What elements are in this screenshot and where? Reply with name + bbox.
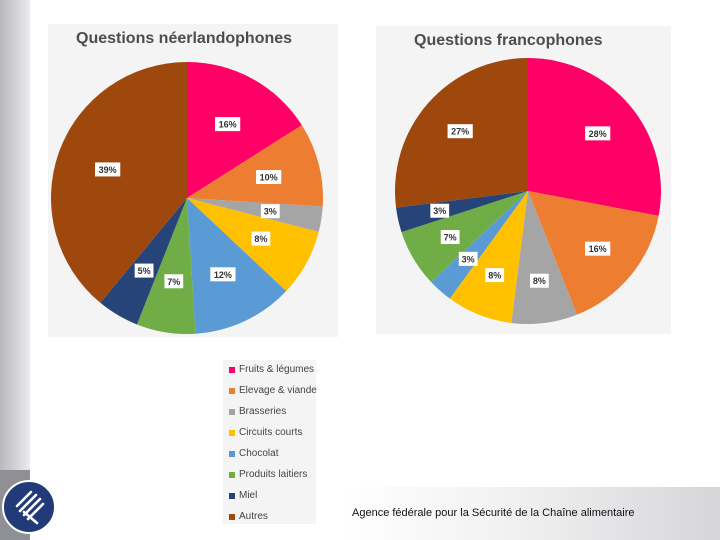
pie-slice (136, 198, 196, 334)
legend-item: Miel (229, 490, 257, 504)
legend-swatch (229, 471, 235, 478)
pie-chart-french: 28% 16% 8% 8% 3% 7% 3% 27% (395, 58, 661, 324)
data-label-box (210, 267, 236, 282)
chart-legend: Fruits & légumes Elevage & viande Brasseri… (223, 360, 317, 525)
data-label-box (585, 241, 611, 256)
data-label-box (485, 268, 505, 283)
slice-data-label: 3% (260, 204, 280, 219)
legend-swatch (229, 450, 235, 457)
pie-slice (396, 191, 528, 233)
data-label-text: 7% (167, 277, 180, 287)
chart-title: Questions francophones (414, 32, 603, 49)
legend-swatch (229, 513, 235, 520)
data-label-text: 3% (264, 207, 277, 217)
chart-title: Questions néerlandophones (76, 30, 293, 47)
pie-chart-dutch: 16% 10% 3% 8% 12% 7% 5% 39% (50, 62, 323, 334)
slice-data-label: 5% (134, 263, 154, 278)
slice-data-label: 28% (585, 126, 611, 141)
slice-data-label: 7% (164, 274, 184, 289)
legend-item: Fruits & légumes (229, 364, 314, 378)
data-label-text: 8% (533, 276, 546, 286)
agency-logo (2, 480, 56, 534)
data-label-text: 10% (260, 173, 278, 183)
data-label-text: 28% (589, 129, 607, 139)
left-decorative-strip (0, 0, 30, 540)
data-label-text: 8% (254, 234, 267, 244)
data-label-box (585, 126, 611, 141)
pie-slice (431, 191, 528, 299)
legend-swatch (229, 366, 235, 373)
pie-slice (401, 191, 528, 283)
data-label-text: 3% (462, 254, 475, 264)
chart-panel-french: Questions francophones 28% 16% 8% 8% 3% 7% 3% 2… (376, 26, 671, 334)
legend-swatch (229, 492, 235, 499)
slice-data-label: 8% (529, 273, 549, 288)
data-label-box (447, 124, 473, 139)
chart-panel-dutch: Questions néerlandophones 16% 10% 3% 8% 12% 7… (48, 24, 338, 337)
legend-label: Brasseries (239, 406, 287, 417)
data-label-box (256, 170, 282, 185)
legend-swatch (229, 387, 235, 394)
slice-data-label: 3% (430, 203, 450, 218)
data-label-box (134, 263, 154, 278)
slice-data-label: 12% (210, 267, 236, 282)
fork-emblem-icon (15, 490, 45, 525)
pie-slice (187, 62, 302, 198)
data-label-text: 8% (488, 271, 501, 281)
data-label-box (440, 230, 460, 245)
legend-label: Chocolat (239, 448, 279, 459)
footer-bar (340, 487, 720, 540)
legend-label: Elevage & viande (239, 385, 317, 396)
legend-label: Fruits & légumes (239, 364, 315, 375)
data-label-box (164, 274, 184, 289)
footer-agency-name: Agence fédérale pour la Sécurité de la C… (352, 507, 635, 519)
data-label-box (260, 204, 280, 219)
legend-item: Chocolat (229, 448, 278, 462)
data-label-box (215, 117, 241, 132)
pie-slice (187, 125, 323, 207)
pie-slice (187, 198, 287, 334)
legend-swatch (229, 408, 235, 415)
pie-slice (449, 191, 528, 323)
slice-data-label: 27% (447, 124, 473, 139)
pie-slice (187, 198, 323, 232)
data-label-box (458, 251, 478, 266)
data-label-box (529, 273, 549, 288)
data-label-box (430, 203, 450, 218)
legend-label: Autres (239, 511, 268, 522)
slice-data-label: 39% (95, 162, 121, 177)
data-label-box (251, 231, 271, 246)
data-label-text: 7% (444, 233, 457, 243)
pie-slice (100, 198, 187, 325)
legend-item: Circuits courts (229, 427, 302, 441)
legend-label: Produits laitiers (239, 469, 308, 480)
legend-label: Circuits courts (239, 427, 303, 438)
data-label-text: 5% (138, 266, 151, 276)
slice-data-label: 10% (256, 170, 282, 185)
legend-label: Miel (239, 490, 258, 501)
data-label-text: 27% (451, 127, 469, 137)
data-label-text: 16% (219, 120, 237, 130)
pie-slice (511, 191, 577, 324)
slice-data-label: 7% (440, 230, 460, 245)
data-label-text: 39% (99, 165, 117, 175)
data-label-text: 16% (589, 244, 607, 254)
slice-data-label: 16% (585, 241, 611, 256)
legend-item: Autres (229, 511, 268, 525)
slice-data-label: 3% (458, 251, 478, 266)
legend-swatch (229, 429, 235, 436)
legend-item: Produits laitiers (229, 469, 307, 483)
pie-slice (50, 62, 187, 303)
data-label-box (95, 162, 121, 177)
slice-data-label: 8% (485, 268, 505, 283)
data-label-text: 3% (433, 206, 446, 216)
slice-data-label: 16% (215, 117, 241, 132)
legend-item: Elevage & viande (229, 385, 317, 399)
legend-item: Brasseries (229, 406, 286, 420)
data-label-text: 12% (214, 270, 232, 280)
slice-data-label: 8% (251, 231, 271, 246)
